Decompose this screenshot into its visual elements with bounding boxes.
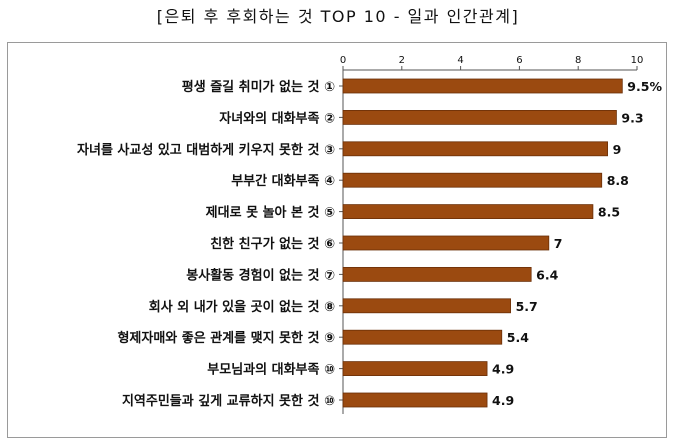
category-label: 친한 친구가 없는 것 ⑥ <box>210 236 335 252</box>
chart-title: [은퇴 후 후회하는 것 TOP 10 - 일과 인간관계] <box>156 7 520 26</box>
category-label: 부모님과의 대화부족 ⑩ <box>207 362 335 378</box>
bar <box>342 392 488 408</box>
category-label: 지역주민들과 깊게 교류하지 못한 것 ⑩ <box>122 393 335 409</box>
data-label: 8.5 <box>598 205 620 220</box>
x-tick-label: 8 <box>575 55 581 66</box>
chart-frame <box>7 42 667 438</box>
bar <box>342 110 617 125</box>
category-label: 평생 즐길 취미가 없는 것 ① <box>182 79 335 95</box>
bar <box>342 78 623 94</box>
data-label: 5.4 <box>507 330 529 345</box>
bar <box>342 361 488 377</box>
x-tick-label: 0 <box>340 55 346 66</box>
category-label: 회사 외 내가 있을 곳이 없는 것 ⑧ <box>149 299 335 315</box>
data-label: 9 <box>613 142 622 157</box>
data-label: 9.5% <box>627 79 662 94</box>
bar <box>342 172 603 188</box>
category-label: 자녀와의 대화부족 ② <box>219 110 335 126</box>
bar <box>342 204 594 220</box>
data-label: 4.9 <box>492 393 514 408</box>
category-label: 자녀를 사교성 있고 대범하게 키우지 못한 것 ③ <box>77 142 335 158</box>
category-label: 형제자매와 좋은 관계를 맺지 못한 것 ⑨ <box>117 330 335 346</box>
x-tick-label: 2 <box>399 55 405 66</box>
data-label: 8.8 <box>607 173 629 188</box>
data-label: 9.3 <box>621 110 643 125</box>
category-label: 부부간 대화부족 ④ <box>231 173 335 189</box>
x-tick-label: 10 <box>631 55 644 66</box>
category-label: 제대로 못 놀아 본 것 ⑤ <box>206 205 335 221</box>
bar <box>342 235 550 251</box>
data-label: 4.9 <box>492 362 514 377</box>
bar <box>342 329 503 345</box>
data-label: 7 <box>554 236 563 251</box>
data-label: 6.4 <box>536 267 558 282</box>
bar <box>342 298 511 314</box>
x-tick-label: 4 <box>457 55 463 66</box>
x-tick-label: 6 <box>516 55 522 66</box>
data-label: 5.7 <box>516 299 538 314</box>
category-label: 봉사활동 경험이 없는 것 ⑦ <box>186 267 335 283</box>
bar <box>342 141 609 157</box>
bar <box>342 266 532 282</box>
